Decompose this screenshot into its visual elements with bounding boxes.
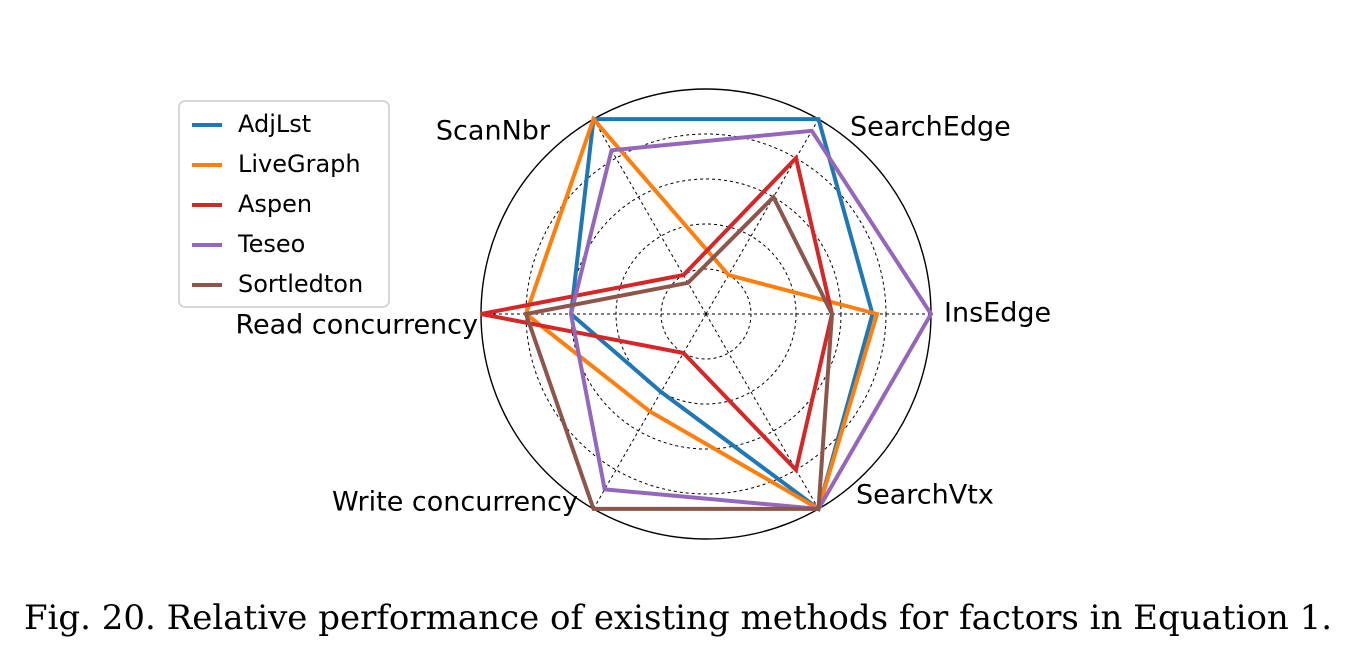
legend-frame	[178, 100, 390, 308]
series-line-aspen	[480, 154, 835, 474]
axis-label-read-concurrency: Read concurrency	[235, 310, 478, 341]
radar-grid	[480, 88, 932, 540]
legend-label-teseo: Teseo	[237, 230, 305, 258]
grid-spoke	[705, 118, 819, 315]
legend: AdjLst LiveGraph Aspen Teseo Sortledton	[178, 100, 390, 308]
legend-label-aspen: Aspen	[238, 190, 312, 218]
axis-labels: InsEdge SearchEdge ScanNbr Read concurrency…	[235, 112, 1051, 518]
figure-caption: Fig. 20. Relative performance of existin…	[23, 598, 1333, 638]
radar-chart: InsEdge SearchEdge ScanNbr Read concurrency…	[178, 88, 1051, 540]
grid-spoke	[593, 313, 707, 510]
legend-label-livegraph: LiveGraph	[238, 150, 361, 178]
series-line-sortledton	[523, 193, 835, 511]
axis-label-searchedge: SearchEdge	[850, 112, 1011, 143]
axis-label-write-concurrency: Write concurrency	[332, 487, 578, 518]
axis-label-insedge: InsEdge	[944, 298, 1051, 329]
grid-spoke	[705, 313, 819, 510]
axis-label-searchvtx: SearchVtx	[856, 480, 994, 511]
legend-label-adjlst: AdjLst	[238, 110, 311, 138]
radar-series	[480, 115, 934, 513]
legend-label-sortledton: Sortledton	[238, 270, 363, 298]
axis-label-scannbr: ScanNbr	[436, 116, 551, 147]
